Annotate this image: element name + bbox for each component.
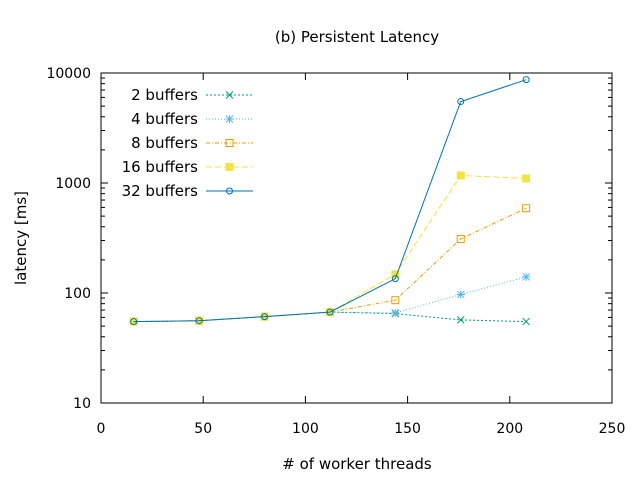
y-axis-label: latency [ms] [12, 191, 30, 285]
legend-label: 32 buffers [122, 182, 199, 200]
legend-marker [226, 187, 233, 195]
data-point [456, 290, 465, 299]
legend-item: 8 buffers [131, 134, 253, 152]
legend-item: 4 buffers [131, 110, 253, 128]
data-point [456, 316, 465, 324]
series-8-buffers [129, 204, 531, 326]
y-tick-label: 100 [64, 286, 91, 302]
legend-item: 16 buffers [122, 158, 253, 176]
legend-marker [225, 91, 234, 99]
data-point [522, 76, 530, 84]
data-point [522, 174, 531, 183]
chart-title: (b) Persistent Latency [275, 28, 439, 46]
data-point [522, 204, 531, 213]
x-tick-label: 0 [97, 421, 106, 437]
legend: 2 buffers 4 buffers 8 buffers 16 buffers 32 … [122, 86, 253, 200]
legend-marker [225, 163, 234, 171]
x-tick-label: 50 [194, 421, 212, 437]
x-tick-label: 200 [496, 421, 523, 437]
legend-label: 16 buffers [122, 158, 199, 176]
data-point [326, 308, 334, 316]
plot-frame [100, 72, 613, 404]
x-axis-label: # of worker threads [282, 455, 432, 473]
data-point [261, 313, 269, 321]
data-point [456, 171, 465, 180]
data-point [522, 317, 531, 326]
legend-item: 2 buffers [131, 86, 253, 104]
x-tick-label: 150 [394, 421, 421, 437]
legend-item: 32 buffers [122, 182, 253, 200]
data-point [130, 318, 138, 326]
y-tick-label: 10000 [46, 66, 91, 82]
legend-label: 4 buffers [131, 110, 198, 128]
data-point [456, 234, 465, 243]
x-tick-label: 250 [599, 421, 626, 437]
data-point [457, 98, 465, 106]
legend-marker [225, 115, 234, 123]
data-point [195, 317, 203, 325]
legend-marker [225, 139, 234, 147]
y-tick-label: 1000 [55, 176, 91, 192]
data-point [391, 275, 399, 283]
y-tick-label: 10 [73, 396, 91, 412]
series-line [133, 207, 527, 323]
data-point [522, 272, 531, 281]
data-point [391, 296, 400, 305]
data-point [391, 308, 400, 317]
series-line [133, 79, 527, 323]
x-tick-label: 100 [292, 421, 319, 437]
legend-label: 8 buffers [131, 134, 198, 152]
plot-area: 0 50 100 150 200 250 10 100 1000 10000 [46, 66, 625, 437]
legend-label: 2 buffers [131, 86, 198, 104]
series-4-buffers [129, 272, 531, 326]
series-32-buffers [130, 76, 530, 326]
